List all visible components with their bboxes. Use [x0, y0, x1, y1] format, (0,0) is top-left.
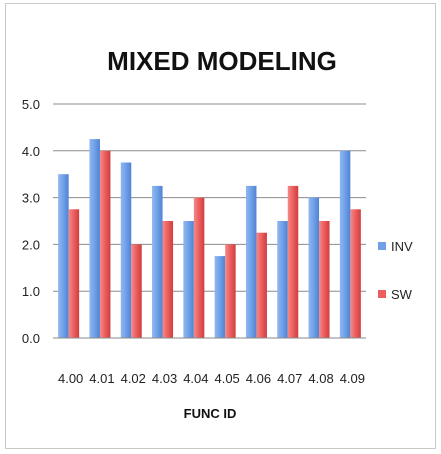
x-tick-label: 4.07 — [277, 371, 302, 386]
bar-inv-4.06 — [245, 185, 257, 338]
y-tick-label: 5.0 — [22, 97, 40, 112]
bar-inv-4.05 — [214, 256, 226, 338]
legend-swatch-sw — [378, 290, 386, 298]
legend-label-sw: SW — [391, 287, 413, 302]
y-axis-ticks: 0.0 1.0 2.0 3.0 4.0 5.0 — [22, 97, 40, 346]
bar-sw-4.06 — [256, 232, 267, 338]
x-axis-ticks: 4.00 4.01 4.02 4.03 4.04 4.05 4.06 4.07 4.08 4.09 — [58, 371, 365, 386]
bar-inv-4.01 — [89, 139, 100, 338]
x-tick-label: 4.05 — [214, 371, 239, 386]
bar-inv-4.09 — [339, 150, 351, 338]
bar-sw-4.05 — [225, 244, 236, 338]
x-axis-label: FUNC ID — [184, 406, 237, 421]
bar-sw-4.02 — [131, 244, 142, 338]
x-tick-label: 4.00 — [58, 371, 83, 386]
x-tick-label: 4.08 — [308, 371, 333, 386]
bar-inv-4.02 — [120, 162, 132, 338]
bar-sw-4.07 — [287, 185, 299, 338]
bars — [58, 139, 361, 338]
bar-sw-4.04 — [193, 197, 205, 338]
x-tick-label: 4.01 — [89, 371, 114, 386]
chart-title: MIXED MODELING — [107, 46, 337, 76]
legend-label-inv: INV — [391, 239, 413, 254]
y-tick-label: 1.0 — [22, 284, 40, 299]
bar-sw-4.08 — [319, 221, 330, 338]
y-tick-label: 3.0 — [22, 191, 40, 206]
y-tick-label: 2.0 — [22, 237, 40, 252]
bar-sw-4.03 — [162, 221, 174, 338]
bar-inv-4.08 — [308, 197, 320, 338]
x-tick-label: 4.04 — [183, 371, 208, 386]
x-tick-label: 4.09 — [340, 371, 365, 386]
y-tick-label: 4.0 — [22, 144, 40, 159]
bar-inv-4.00 — [58, 174, 69, 338]
bar-sw-4.09 — [350, 209, 361, 338]
legend: INV SW — [378, 239, 413, 302]
x-tick-label: 4.02 — [121, 371, 146, 386]
bar-inv-4.04 — [183, 221, 194, 338]
y-tick-label: 0.0 — [22, 331, 40, 346]
bar-sw-4.01 — [99, 150, 111, 338]
legend-swatch-inv — [378, 242, 386, 250]
bar-sw-4.00 — [68, 209, 80, 338]
bar-inv-4.03 — [152, 185, 163, 338]
x-tick-label: 4.06 — [246, 371, 271, 386]
x-tick-label: 4.03 — [152, 371, 177, 386]
bar-inv-4.07 — [277, 221, 288, 338]
